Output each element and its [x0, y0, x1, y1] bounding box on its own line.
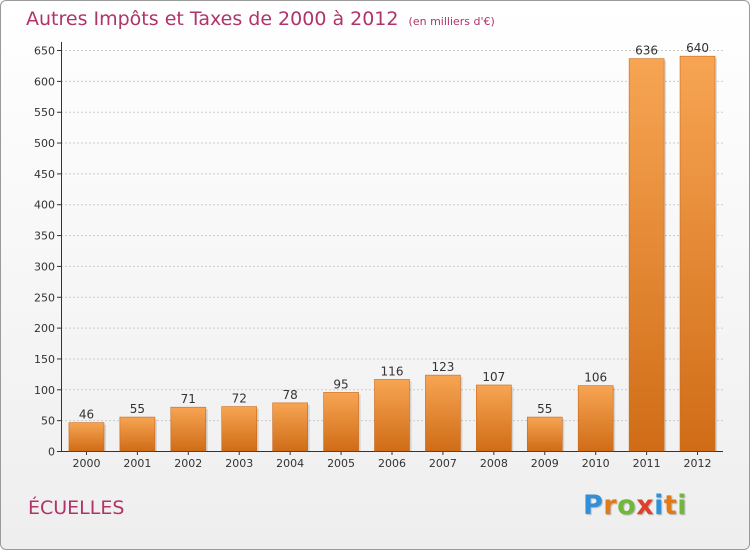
bar-value-label: 116	[381, 364, 404, 378]
commune-name: ÉCUELLES	[28, 497, 125, 519]
bar-2003[interactable]	[221, 406, 258, 452]
y-tick-label: 450	[34, 168, 55, 181]
bar-2005[interactable]	[323, 392, 359, 452]
y-tick-label: 350	[34, 230, 55, 243]
x-tick-label: 2010	[582, 457, 610, 470]
x-tick-label: 2007	[429, 457, 457, 470]
bar-value-label: 106	[584, 371, 607, 385]
y-tick-label: 300	[34, 260, 55, 273]
x-tick-label: 2001	[123, 457, 151, 470]
bar-2000[interactable]	[68, 422, 105, 452]
bar-value-label: 123	[431, 360, 454, 374]
logo-letter: P	[583, 490, 604, 521]
bar-value-label: 640	[686, 41, 709, 55]
logo-letter: i	[654, 490, 664, 521]
bar-2007[interactable]	[425, 374, 461, 452]
chart-title-text: Autres Impôts et Taxes de 2000 à 2012	[26, 8, 399, 30]
bar-value-label: 636	[635, 44, 658, 58]
bar-2001[interactable]	[119, 416, 156, 452]
bar-value-label: 71	[181, 392, 196, 406]
y-tick-label: 550	[34, 106, 55, 119]
x-tick-label: 2011	[633, 457, 661, 470]
y-tick-label: 150	[34, 353, 55, 366]
bar-2010[interactable]	[577, 385, 614, 452]
bar-2008[interactable]	[476, 384, 512, 452]
logo-letter: x	[636, 490, 655, 521]
bar-value-label: 55	[537, 402, 552, 416]
bar-2004[interactable]	[272, 402, 308, 452]
x-tick-label: 2006	[378, 457, 406, 470]
x-tick-label: 2009	[531, 457, 559, 470]
bar-2006[interactable]	[374, 379, 410, 452]
y-tick-label: 250	[34, 291, 55, 304]
logo-letter: o	[617, 490, 637, 521]
logo-letter: i	[677, 490, 688, 521]
x-tick-label: 2003	[225, 457, 253, 470]
bar-2011[interactable]	[628, 58, 665, 452]
y-tick-label: 500	[34, 137, 55, 150]
bar-2012[interactable]	[679, 55, 716, 452]
y-tick-label: 100	[34, 384, 55, 397]
x-tick-label: 2000	[72, 457, 100, 470]
x-tick-label: 2012	[684, 457, 712, 470]
x-tick-label: 2008	[480, 457, 508, 470]
y-tick-label: 400	[34, 199, 55, 212]
bar-value-label: 107	[482, 370, 505, 384]
bar-2009[interactable]	[526, 416, 563, 452]
chart-title: Autres Impôts et Taxes de 2000 à 2012 (e…	[26, 8, 495, 30]
x-tick-label: 2002	[174, 457, 202, 470]
y-tick-label: 600	[34, 75, 55, 88]
bar-value-label: 95	[333, 377, 348, 391]
bar-value-label: 78	[283, 388, 298, 402]
y-tick-label: 0	[48, 446, 55, 459]
bar-value-label: 46	[79, 408, 94, 422]
bar-value-label: 72	[232, 392, 247, 406]
bar-value-label: 55	[130, 402, 145, 416]
y-tick-label: 50	[41, 415, 55, 428]
logo-letter: t	[663, 490, 678, 521]
x-tick-label: 2005	[327, 457, 355, 470]
logo-letter: r	[603, 490, 618, 521]
proxiti-logo[interactable]: Proxiti	[583, 490, 687, 521]
x-tick-label: 2004	[276, 457, 304, 470]
bar-2002[interactable]	[170, 406, 207, 452]
y-tick-label: 200	[34, 322, 55, 335]
chart-subtitle: (en milliers d'€)	[408, 15, 495, 28]
y-tick-label: 650	[34, 45, 55, 58]
